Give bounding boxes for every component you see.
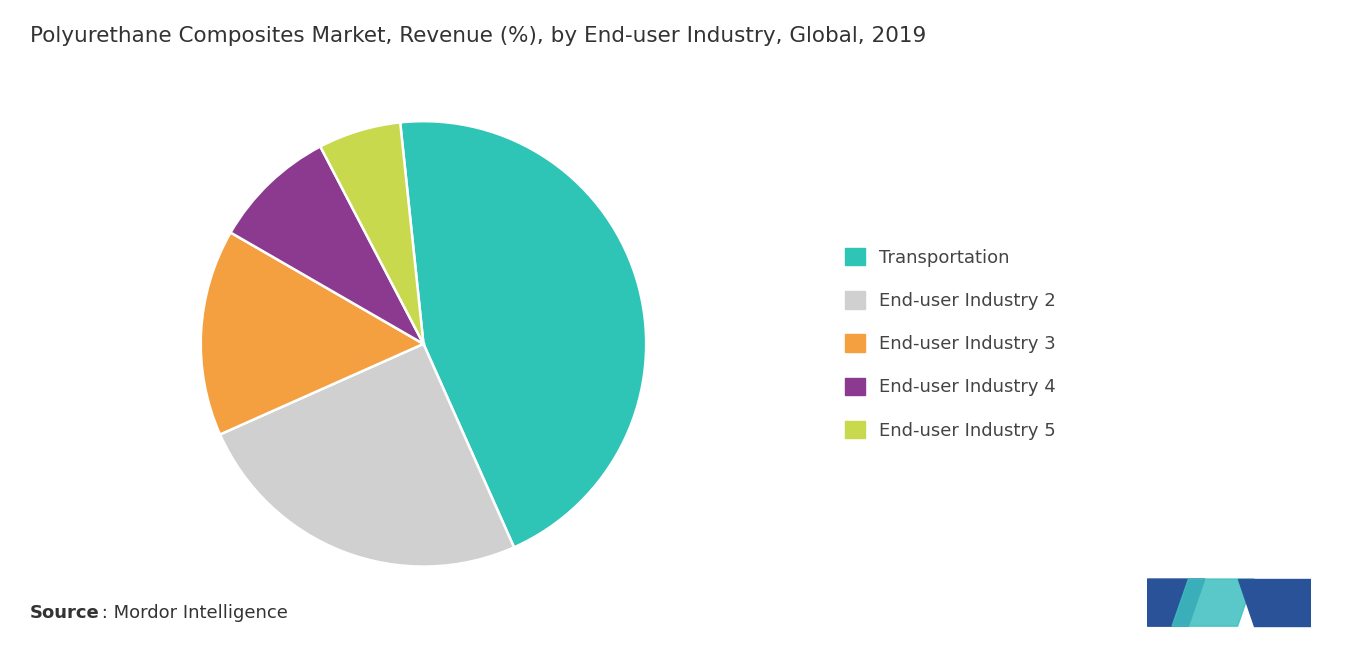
Wedge shape	[231, 147, 423, 344]
Text: : Mordor Intelligence: : Mordor Intelligence	[96, 605, 287, 622]
Text: Source: Source	[30, 605, 100, 622]
Polygon shape	[1147, 579, 1205, 626]
Polygon shape	[1172, 579, 1254, 626]
Wedge shape	[400, 121, 646, 548]
Wedge shape	[220, 344, 514, 567]
Text: Polyurethane Composites Market, Revenue (%), by End-user Industry, Global, 2019: Polyurethane Composites Market, Revenue …	[30, 26, 926, 47]
Polygon shape	[1238, 579, 1311, 626]
Wedge shape	[320, 122, 423, 344]
Legend: Transportation, End-user Industry 2, End-user Industry 3, End-user Industry 4, E: Transportation, End-user Industry 2, End…	[846, 248, 1056, 440]
Wedge shape	[201, 233, 423, 434]
